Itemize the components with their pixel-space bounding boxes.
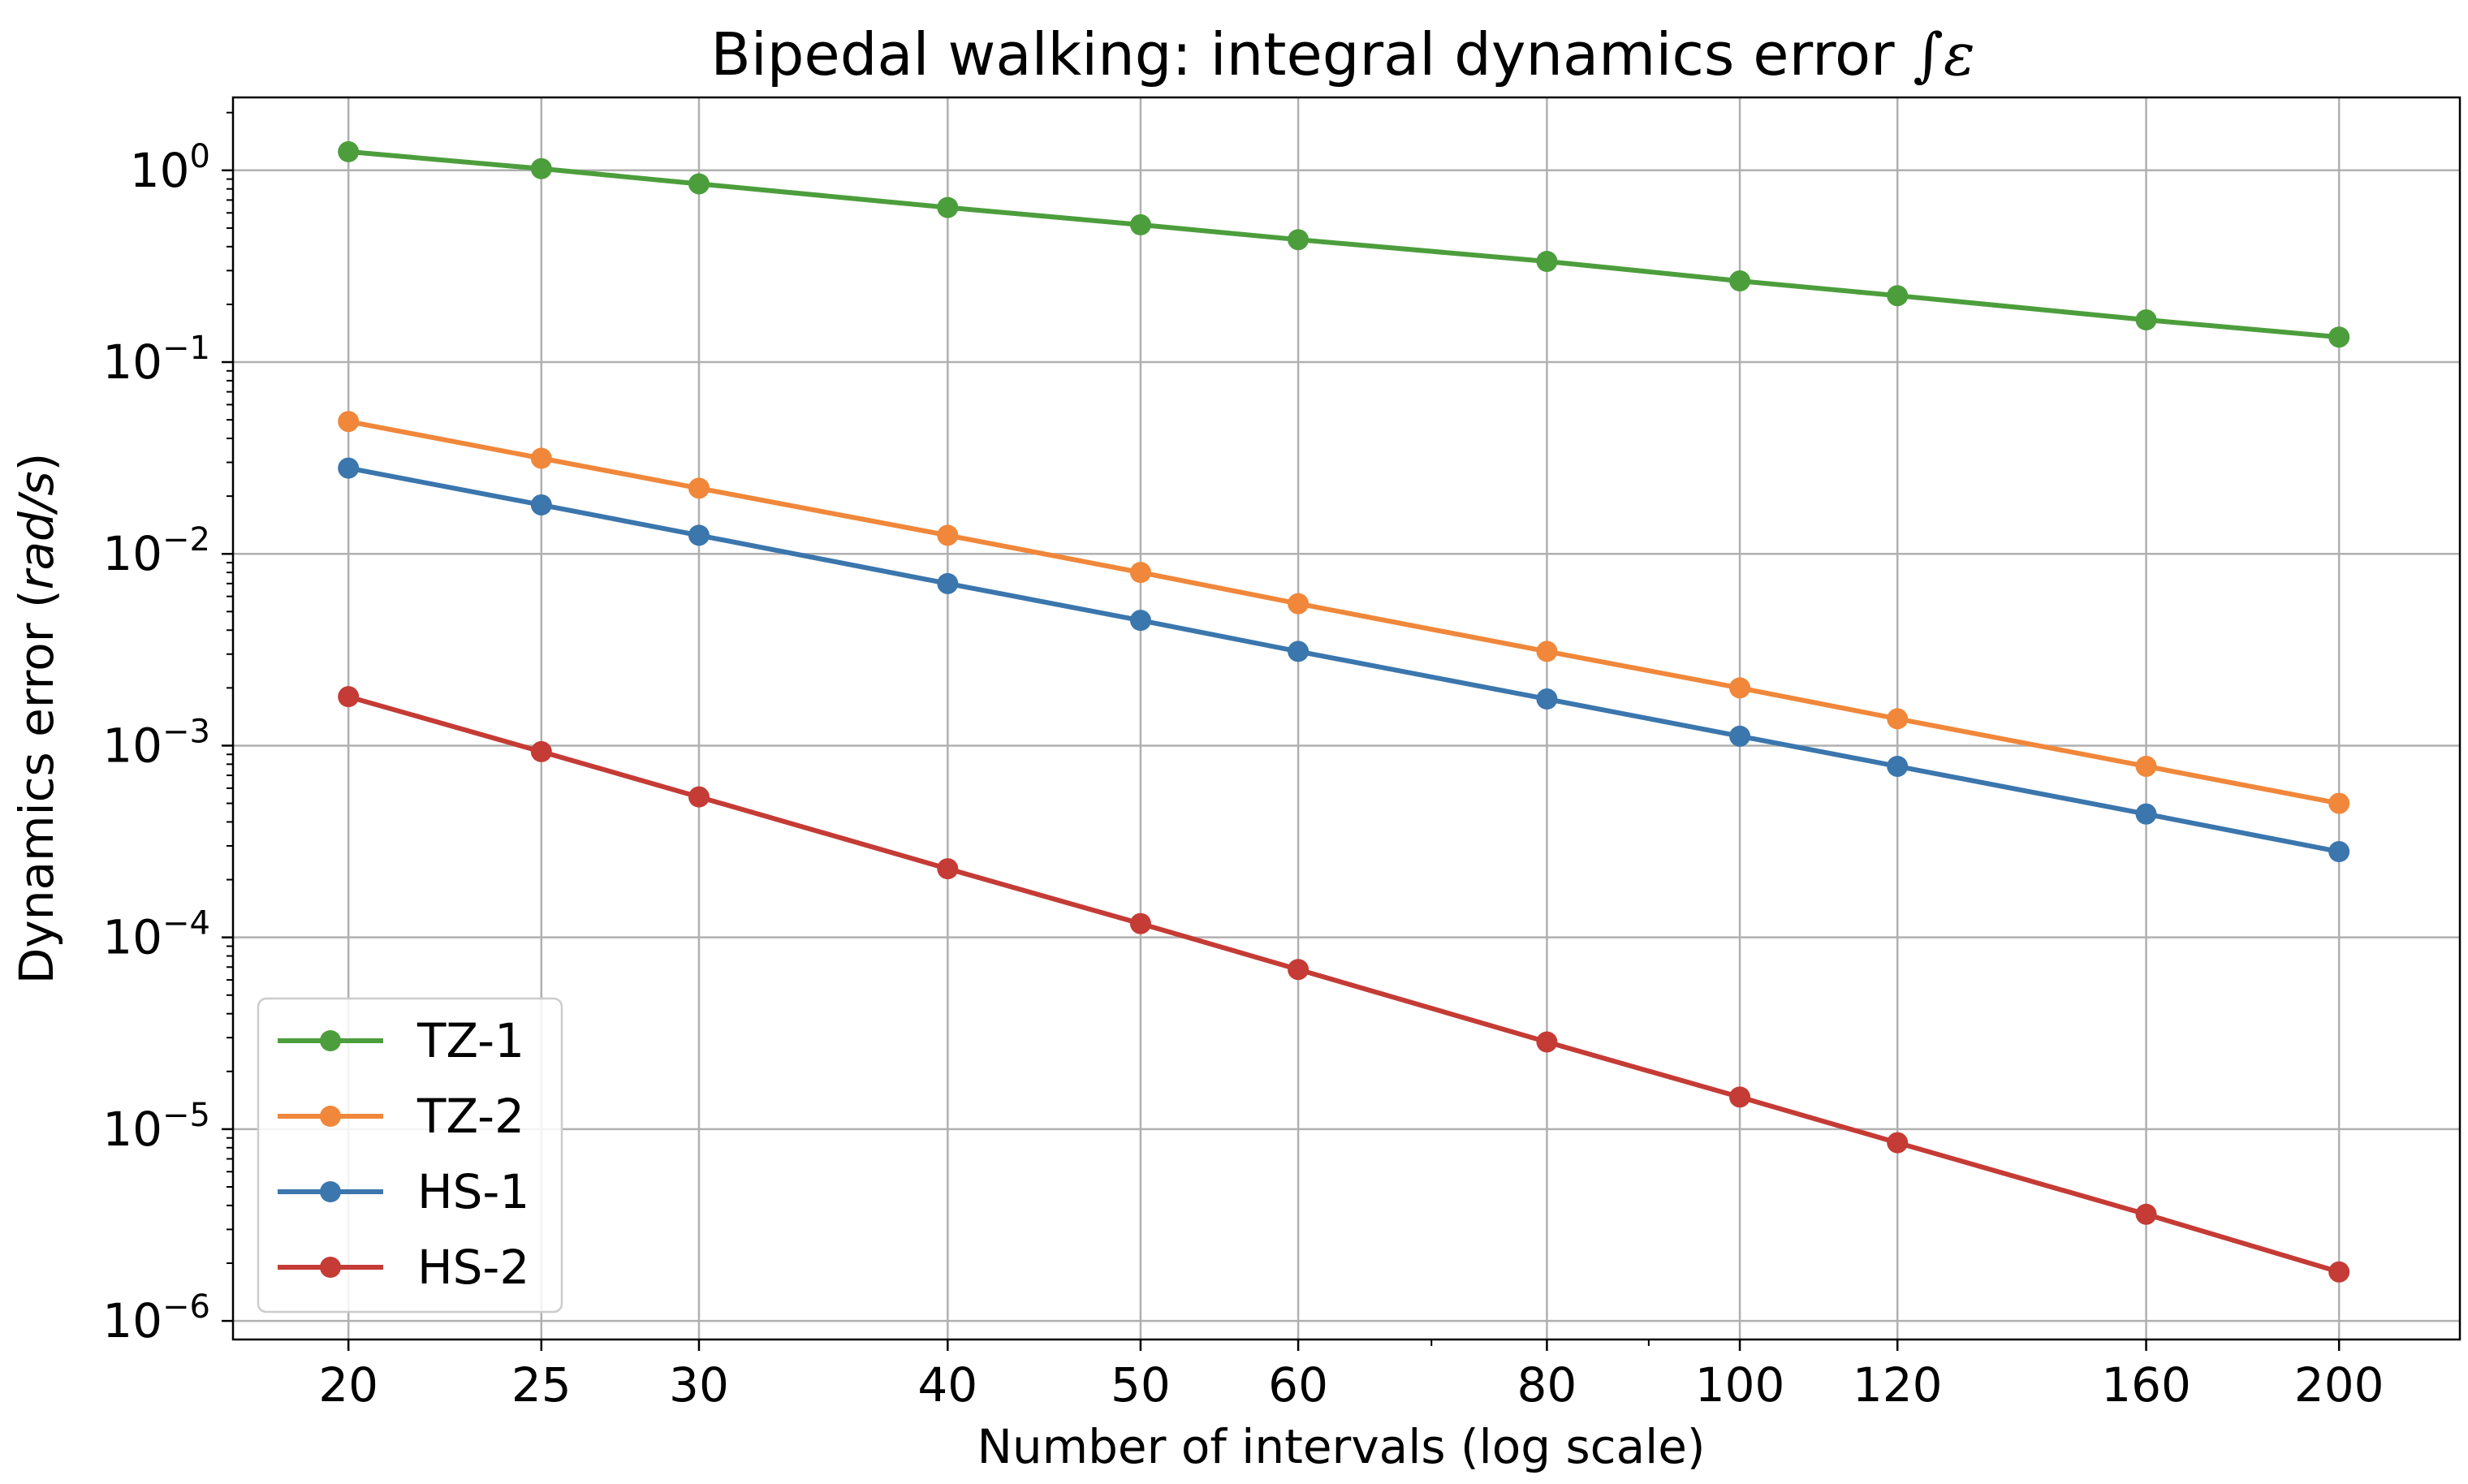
data-point-tz-2 — [530, 447, 552, 469]
data-point-tz-2 — [1288, 593, 1310, 615]
data-point-hs-2 — [2328, 1261, 2350, 1283]
y-tick-label: 100 — [130, 138, 210, 198]
y-axis-unit: rad/s — [9, 471, 64, 589]
data-point-tz-2 — [688, 477, 710, 499]
data-point-tz-2 — [1129, 562, 1151, 584]
data-point-hs-2 — [688, 786, 710, 808]
data-point-hs-1 — [937, 572, 959, 594]
data-point-hs-2 — [2135, 1203, 2157, 1225]
legend-label-hs-1: HS-1 — [417, 1164, 529, 1219]
data-point-hs-1 — [1536, 688, 1558, 710]
legend: TZ-1 TZ-2 HS-1 HS-2 — [257, 997, 563, 1314]
x-tick-label: 40 — [917, 1357, 977, 1413]
title-symbol: ∫ε — [1914, 20, 1975, 88]
data-point-hs-1 — [338, 457, 360, 479]
data-point-hs-1 — [2328, 841, 2350, 863]
data-point-hs-2 — [338, 686, 360, 708]
legend-marker-tz-1 — [320, 1030, 341, 1051]
data-point-hs-1 — [1288, 641, 1310, 662]
data-point-tz-2 — [2328, 792, 2350, 814]
data-point-hs-2 — [1536, 1031, 1558, 1053]
data-point-tz-1 — [1536, 251, 1558, 273]
data-point-hs-2 — [1887, 1132, 1909, 1154]
data-point-hs-1 — [1729, 725, 1751, 747]
data-point-tz-2 — [1729, 677, 1751, 699]
data-point-tz-1 — [2135, 309, 2157, 331]
data-point-hs-1 — [530, 494, 552, 516]
data-point-tz-1 — [338, 140, 360, 162]
series-group — [338, 140, 2350, 1283]
data-point-hs-2 — [937, 858, 959, 880]
data-point-tz-1 — [937, 196, 959, 218]
data-point-tz-1 — [1729, 270, 1751, 292]
legend-label-hs-2: HS-2 — [417, 1240, 529, 1295]
data-point-tz-1 — [1887, 285, 1909, 307]
legend-label-tz-1: TZ-1 — [416, 1013, 524, 1068]
x-axis-label: Number of intervals (log scale) — [977, 1419, 1705, 1474]
data-point-tz-1 — [1288, 229, 1310, 251]
data-point-tz-1 — [1129, 214, 1151, 235]
data-point-tz-1 — [2328, 326, 2350, 348]
y-tick-label: 10−4 — [102, 905, 210, 965]
legend-label-tz-2: TZ-2 — [416, 1089, 524, 1144]
x-tick-label: 50 — [1111, 1357, 1171, 1413]
plot-frame — [231, 96, 2462, 1341]
data-point-tz-2 — [1887, 708, 1909, 730]
legend-marker-hs-2 — [320, 1257, 341, 1278]
chart-title: Bipedal walking: integral dynamics error… — [710, 20, 1974, 88]
data-point-hs-1 — [2135, 803, 2157, 825]
data-point-tz-1 — [688, 173, 710, 195]
data-point-hs-1 — [1887, 755, 1909, 777]
legend-marker-hs-1 — [320, 1181, 341, 1202]
x-tick-label: 20 — [318, 1357, 378, 1413]
data-point-tz-2 — [1536, 641, 1558, 662]
data-point-hs-1 — [1129, 610, 1151, 632]
x-tick-label: 25 — [511, 1357, 572, 1413]
data-point-hs-2 — [1288, 959, 1310, 981]
y-tick-label: 10−2 — [102, 521, 210, 581]
data-point-tz-1 — [530, 157, 552, 179]
x-tick-label: 30 — [669, 1357, 729, 1413]
legend-marker-tz-2 — [320, 1106, 341, 1127]
axes-ticks: 20 25 30 40 50 60 80 100 120 160 200 100 10−1 10−2 10−… — [102, 111, 2384, 1413]
data-point-hs-2 — [1729, 1086, 1751, 1108]
x-tick-label: 100 — [1695, 1357, 1785, 1413]
x-tick-label: 60 — [1268, 1357, 1328, 1413]
data-point-tz-2 — [937, 524, 959, 546]
x-tick-label: 120 — [1853, 1357, 1943, 1413]
y-tick-label: 10−1 — [102, 330, 210, 390]
data-point-hs-2 — [1129, 912, 1151, 934]
legend-box — [257, 997, 563, 1314]
y-tick-label: 10−3 — [102, 713, 210, 773]
data-point-hs-2 — [530, 740, 552, 762]
data-point-tz-2 — [2135, 755, 2157, 777]
x-tick-label: 160 — [2101, 1357, 2191, 1413]
y-tick-label: 10−5 — [102, 1097, 210, 1157]
x-tick-label: 80 — [1517, 1357, 1577, 1413]
x-tick-label: 200 — [2294, 1357, 2384, 1413]
data-point-hs-1 — [688, 524, 710, 546]
data-point-tz-2 — [338, 411, 360, 433]
y-tick-label: 10−6 — [102, 1288, 210, 1348]
y-axis-label: Dynamics error (rad/s) — [9, 453, 64, 985]
